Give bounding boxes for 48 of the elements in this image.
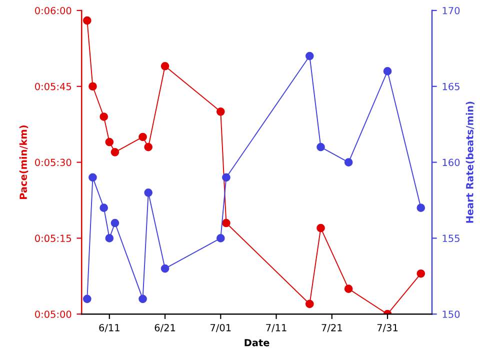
point xyxy=(138,132,147,142)
y-tick-label: 0:05:00 xyxy=(35,310,72,318)
point xyxy=(305,52,314,60)
y2-tick-label: 165 xyxy=(442,82,460,90)
point xyxy=(344,284,353,293)
y-tick-label: 0:06:00 xyxy=(35,6,72,14)
point xyxy=(110,148,120,156)
x-tick-label: 7/31 xyxy=(377,324,398,332)
point xyxy=(82,294,92,304)
point xyxy=(416,204,426,212)
y-tick-label: 0:05:30 xyxy=(35,158,72,166)
point xyxy=(222,173,230,182)
point xyxy=(82,16,92,25)
point xyxy=(138,294,147,304)
x-tick-label: 7/11 xyxy=(266,324,286,332)
point xyxy=(416,269,426,278)
y2-tick-label: 155 xyxy=(442,234,460,242)
point xyxy=(344,158,353,166)
y2-tick-label: 170 xyxy=(442,6,460,14)
point xyxy=(316,224,325,232)
point xyxy=(144,188,153,197)
point xyxy=(216,234,225,242)
point xyxy=(316,142,325,152)
x-tick-label: 7/21 xyxy=(322,324,342,332)
y-axis-title: Pace(min/km) xyxy=(19,126,28,199)
point xyxy=(100,112,108,121)
point xyxy=(383,67,392,76)
y-tick-label: 0:05:15 xyxy=(35,234,72,242)
y-tick-label: 0:05:45 xyxy=(35,82,72,90)
point xyxy=(160,62,170,70)
y2-axis-title: Heart Rate(beats/min) xyxy=(466,102,475,223)
point xyxy=(160,264,170,273)
x-axis-title: Date xyxy=(244,339,270,346)
x-tick-label: 6/11 xyxy=(99,324,120,332)
y2-tick-label: 150 xyxy=(442,310,460,318)
x-tick-label: 6/21 xyxy=(154,324,176,332)
x-tick-label: 7/01 xyxy=(210,324,231,332)
point xyxy=(216,108,225,116)
y2-tick-label: 160 xyxy=(442,158,460,166)
point xyxy=(105,234,114,242)
point xyxy=(222,218,230,228)
point xyxy=(305,300,314,308)
point xyxy=(88,173,97,182)
point xyxy=(144,142,153,152)
point xyxy=(110,218,120,228)
point xyxy=(105,138,114,146)
point xyxy=(88,82,97,91)
point xyxy=(100,204,108,212)
